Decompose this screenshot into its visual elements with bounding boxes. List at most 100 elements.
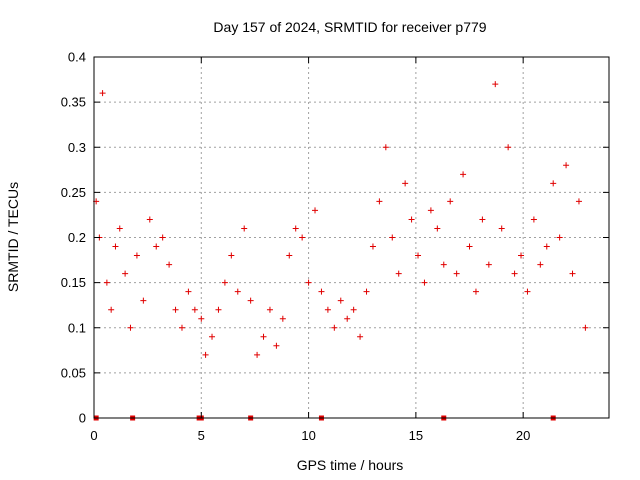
x-tick-label: 5 (198, 428, 205, 443)
data-point (357, 333, 364, 340)
data-point (312, 207, 319, 214)
data-point (202, 351, 209, 358)
data-point (395, 270, 402, 277)
data-point (185, 288, 192, 295)
data-point (434, 225, 441, 232)
data-point (408, 216, 415, 223)
data-point (575, 198, 582, 205)
data-point (260, 333, 267, 340)
x-tick-label: 15 (409, 428, 423, 443)
data-point (485, 261, 492, 268)
data-point (421, 279, 428, 286)
data-point (466, 243, 473, 250)
x-axis-label: GPS time / hours (297, 457, 404, 473)
data-point (221, 279, 228, 286)
data-point (440, 261, 447, 268)
data-point (472, 288, 479, 295)
data-point (344, 315, 351, 322)
data-point (505, 144, 512, 151)
data-point (279, 315, 286, 322)
y-tick-label: 0.4 (68, 50, 86, 65)
data-point (569, 270, 576, 277)
data-point (215, 306, 222, 313)
y-tick-label: 0.05 (61, 365, 86, 380)
y-tick-label: 0.35 (61, 95, 86, 110)
grid-lines (94, 57, 609, 418)
y-axis-label: SRMTID / TECUs (5, 182, 21, 292)
data-point (241, 225, 248, 232)
data-point (350, 306, 357, 313)
data-point (498, 225, 505, 232)
data-point (254, 351, 261, 358)
data-point (153, 243, 160, 250)
data-point (178, 324, 185, 331)
data-point (122, 270, 129, 277)
data-point (511, 270, 518, 277)
data-point (337, 297, 344, 304)
data-point (266, 306, 273, 313)
data-point (550, 180, 557, 187)
data-point (460, 171, 467, 178)
chart-title: Day 157 of 2024, SRMTID for receiver p77… (213, 19, 486, 35)
data-point (318, 288, 325, 295)
plot-frame (93, 56, 610, 419)
data-point (127, 324, 134, 331)
data-point (382, 144, 389, 151)
data-point (415, 252, 422, 259)
data-points (93, 81, 589, 421)
data-point (116, 225, 123, 232)
data-point (402, 180, 409, 187)
data-point (369, 243, 376, 250)
data-point (133, 252, 140, 259)
y-tick-label: 0.25 (61, 185, 86, 200)
data-point (112, 243, 119, 250)
data-point (479, 216, 486, 223)
data-point (518, 252, 525, 259)
data-point (191, 306, 198, 313)
y-tick-label: 0.3 (68, 140, 86, 155)
data-point (543, 243, 550, 250)
data-point (530, 216, 537, 223)
data-point (108, 306, 115, 313)
data-point (537, 261, 544, 268)
data-point (234, 288, 241, 295)
y-tick-label: 0.2 (68, 230, 86, 245)
data-point (198, 315, 205, 322)
axis-ticks: 0 0.05 0.1 0.15 0.2 0.25 0.3 0.35 0.4 0 5 10 15 20 (61, 50, 609, 443)
data-point (140, 297, 147, 304)
y-tick-label: 0 (79, 411, 86, 426)
data-point (166, 261, 173, 268)
data-point (286, 252, 293, 259)
data-point (292, 225, 299, 232)
data-point (524, 288, 531, 295)
data-point (159, 234, 166, 241)
data-point (299, 234, 306, 241)
x-tick-label: 0 (90, 428, 97, 443)
x-tick-label: 20 (516, 428, 530, 443)
data-point (172, 306, 179, 313)
data-point (447, 198, 454, 205)
data-point (363, 288, 370, 295)
y-tick-label: 0.15 (61, 275, 86, 290)
data-point (492, 81, 499, 88)
data-point (324, 306, 331, 313)
data-point (453, 270, 460, 277)
data-point (273, 342, 280, 349)
data-point (209, 333, 216, 340)
data-point (99, 90, 106, 97)
data-point (331, 324, 338, 331)
data-point (582, 324, 589, 331)
x-tick-label: 10 (301, 428, 315, 443)
data-point (427, 207, 434, 214)
data-point (103, 279, 110, 286)
data-point (389, 234, 396, 241)
data-point (305, 279, 312, 286)
data-point (146, 216, 153, 223)
y-tick-label: 0.1 (68, 320, 86, 335)
data-point (247, 297, 254, 304)
data-point (228, 252, 235, 259)
data-point (376, 198, 383, 205)
data-point (563, 162, 570, 169)
data-point (556, 234, 563, 241)
